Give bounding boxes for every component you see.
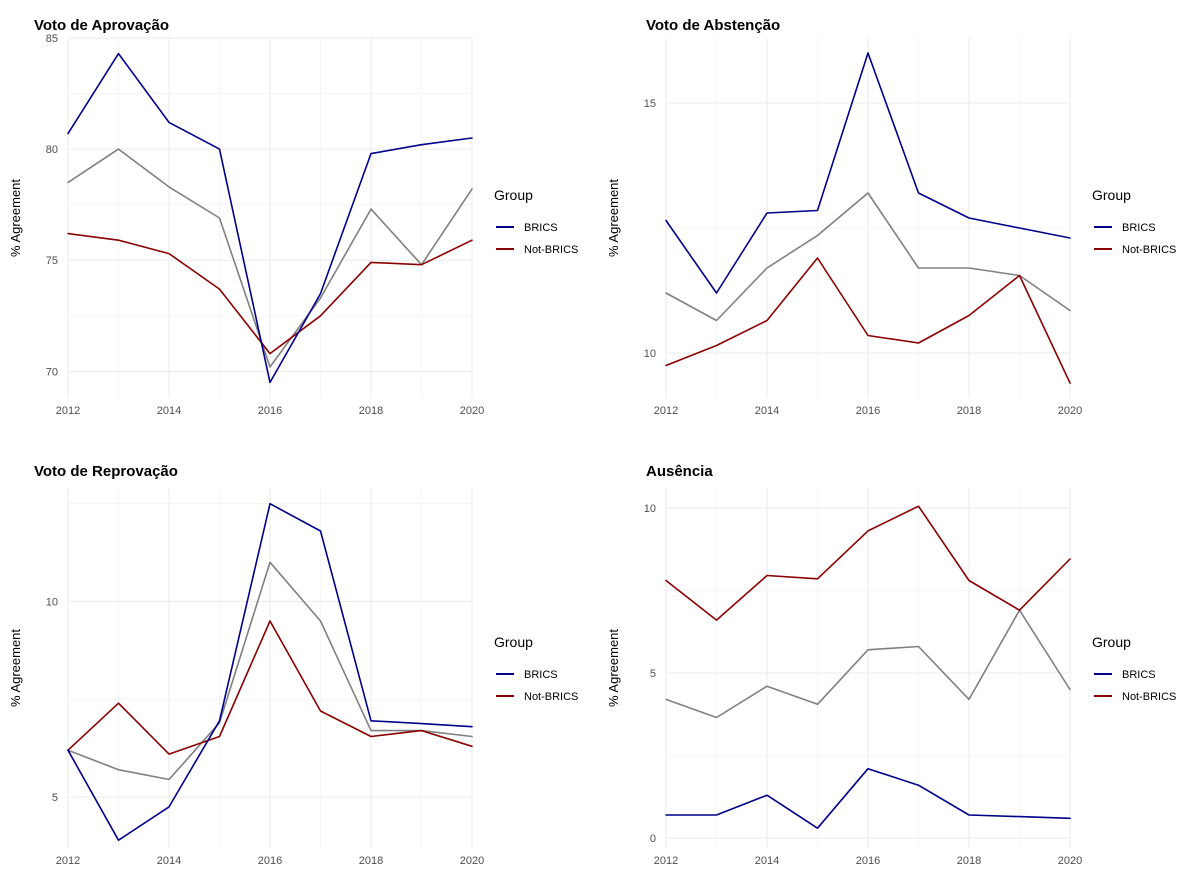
chart-title: Voto de Aprovação	[34, 17, 169, 34]
panel-4: Ausência 2012 2014 2016 2018 2020 0 5 10 % Agreem…	[606, 463, 1176, 867]
y-tick-label: 85	[46, 33, 58, 45]
x-tick-label: 2012	[654, 855, 678, 867]
y-tick-label: 0	[650, 833, 656, 845]
x-tick-label: 2016	[258, 405, 282, 417]
series-line-reference	[67, 148, 473, 368]
x-tick-label: 2016	[856, 855, 880, 867]
y-tick-label: 10	[644, 503, 656, 515]
x-tick-label: 2012	[56, 855, 80, 867]
legend-title: Group	[494, 187, 533, 203]
chart-title: Voto de Reprovação	[34, 463, 178, 480]
x-tick-label: 2020	[460, 855, 484, 867]
series-line-reference	[665, 192, 1071, 322]
legend-title: Group	[1092, 187, 1131, 203]
y-tick-label: 10	[46, 596, 58, 608]
series-line-not-brics	[67, 232, 473, 355]
chart-title: Ausência	[646, 463, 713, 480]
y-tick-label: 10	[644, 348, 656, 360]
x-tick-label: 2014	[157, 405, 181, 417]
x-tick-label: 2020	[460, 405, 484, 417]
x-tick-label: 2012	[56, 405, 80, 417]
panel-2: Voto de Abstenção 2012 2014 2016 2018 2020 10 1…	[606, 17, 1176, 417]
legend-label-brics: BRICS	[1122, 669, 1156, 681]
panel-1: Voto de Aprovação 2012 2014 2016 2018 2020 70 7…	[8, 17, 578, 417]
y-axis-label: % Agreement	[8, 179, 23, 257]
series-line-brics	[665, 52, 1071, 294]
legend: Group BRICS Not-BRICS	[494, 634, 578, 703]
series-line-not-brics	[665, 505, 1071, 621]
x-tick-label: 2018	[957, 855, 981, 867]
x-tick-label: 2012	[654, 405, 678, 417]
x-tick-label: 2018	[359, 855, 383, 867]
y-tick-label: 15	[644, 98, 656, 110]
y-tick-label: 70	[46, 366, 58, 378]
legend-title: Group	[1092, 634, 1131, 650]
x-tick-label: 2014	[755, 405, 779, 417]
legend-label-not-brics: Not-BRICS	[524, 691, 578, 703]
legend: Group BRICS Not-BRICS	[1092, 634, 1176, 703]
y-tick-label: 5	[52, 792, 58, 804]
x-tick-label: 2018	[359, 405, 383, 417]
series-line-brics	[665, 767, 1071, 830]
legend: Group BRICS Not-BRICS	[1092, 187, 1176, 256]
legend-title: Group	[494, 634, 533, 650]
series-line-not-brics	[665, 257, 1071, 384]
x-tick-label: 2018	[957, 405, 981, 417]
x-tick-label: 2020	[1058, 855, 1082, 867]
y-axis-label: % Agreement	[606, 629, 621, 707]
x-tick-label: 2016	[856, 405, 880, 417]
series-line-not-brics	[67, 620, 473, 755]
y-axis-label: % Agreement	[8, 629, 23, 707]
x-tick-label: 2016	[258, 855, 282, 867]
y-tick-label: 75	[46, 255, 58, 267]
legend-label-brics: BRICS	[1122, 222, 1156, 234]
series-line-reference	[665, 609, 1071, 719]
legend-label-not-brics: Not-BRICS	[524, 244, 578, 256]
legend-label-brics: BRICS	[524, 222, 558, 234]
legend-label-brics: BRICS	[524, 669, 558, 681]
y-axis-label: % Agreement	[606, 179, 621, 257]
chart-title: Voto de Abstenção	[646, 17, 780, 34]
legend: Group BRICS Not-BRICS	[494, 187, 578, 256]
y-tick-label: 5	[650, 668, 656, 680]
x-tick-label: 2014	[755, 855, 779, 867]
x-tick-label: 2020	[1058, 405, 1082, 417]
series-line-brics	[67, 52, 473, 384]
series-line-brics	[67, 502, 473, 842]
x-tick-label: 2014	[157, 855, 181, 867]
y-tick-label: 80	[46, 144, 58, 156]
legend-label-not-brics: Not-BRICS	[1122, 244, 1176, 256]
series-line-reference	[67, 561, 473, 781]
legend-label-not-brics: Not-BRICS	[1122, 691, 1176, 703]
panel-3: Voto de Reprovação 2012 2014 2016 2018 2020 5 1…	[8, 463, 578, 867]
